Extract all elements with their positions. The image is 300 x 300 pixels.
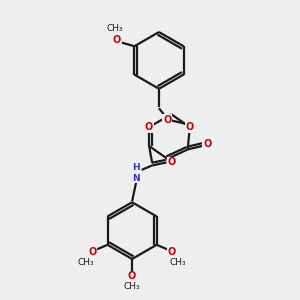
Text: O: O — [203, 139, 211, 149]
Text: O: O — [128, 271, 136, 281]
Text: CH₃: CH₃ — [170, 258, 187, 267]
Text: O: O — [88, 247, 97, 257]
Text: O: O — [145, 122, 153, 132]
Text: CH₃: CH₃ — [107, 24, 123, 33]
Text: O: O — [112, 35, 121, 45]
Text: CH₃: CH₃ — [78, 258, 94, 267]
Text: H
N: H N — [132, 163, 140, 183]
Text: CH₃: CH₃ — [124, 282, 140, 291]
Text: O: O — [167, 247, 176, 257]
Text: O: O — [186, 122, 194, 132]
Text: O: O — [167, 158, 175, 167]
Text: O: O — [163, 115, 171, 124]
